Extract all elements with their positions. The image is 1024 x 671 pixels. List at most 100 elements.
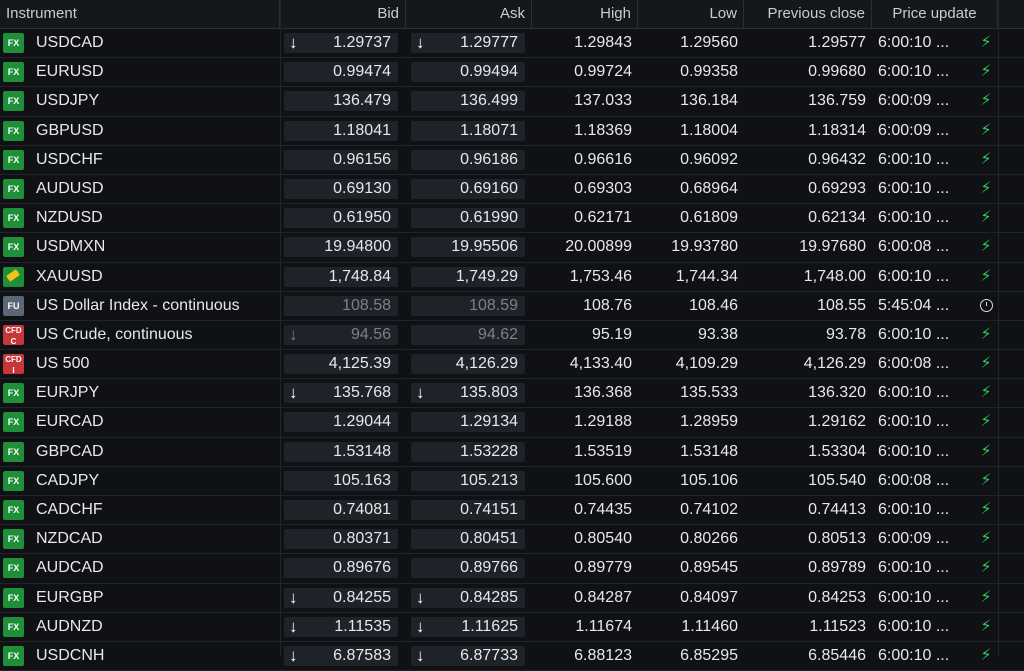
ask-cell[interactable]: 19.95506 (411, 233, 529, 261)
ask-cell[interactable]: 0.61990 (411, 204, 529, 232)
table-row[interactable]: FX USDCAD ↓ 1.29737 ↓ 1.29777 1.29843 1.295… (0, 29, 1024, 59)
table-row[interactable]: FX CADCHF 0.74081 0.74151 0.74435 0.74102… (0, 496, 1024, 526)
bid-cell[interactable]: 1.29044 (284, 408, 402, 436)
ask-cell[interactable]: ↓ 1.11625 (411, 613, 529, 641)
table-row[interactable]: FX NZDUSD 0.61950 0.61990 0.62171 0.61809… (0, 204, 1024, 234)
instrument-cell[interactable]: FX CADCHF (0, 496, 280, 524)
table-row[interactable]: FX AUDCAD 0.89676 0.89766 0.89779 0.89545… (0, 554, 1024, 584)
instrument-cell[interactable]: FX AUDUSD (0, 175, 280, 203)
ask-cell[interactable]: 1.53228 (411, 438, 529, 466)
bid-value: 0.80371 (333, 530, 391, 548)
bid-cell[interactable]: ↓ 94.56 (284, 321, 402, 349)
ask-cell[interactable]: 136.499 (411, 87, 529, 115)
ask-value: 135.803 (460, 384, 518, 402)
bid-cell[interactable]: 0.74081 (284, 496, 402, 524)
header-high[interactable]: High (532, 0, 638, 28)
table-row[interactable]: FX GBPUSD 1.18041 1.18071 1.18369 1.18004… (0, 117, 1024, 146)
high-value: 1.29843 (574, 34, 632, 51)
ask-cell[interactable]: 4,126.29 (411, 350, 529, 378)
instrument-cell[interactable]: FX GBPUSD (0, 117, 280, 145)
ask-value: 1,749.29 (455, 267, 518, 285)
table-row[interactable]: XAUUSD 1,748.84 1,749.29 1,753.46 1,744.… (0, 263, 1024, 292)
ask-cell[interactable]: 1.18071 (411, 117, 529, 145)
header-instrument[interactable]: Instrument (0, 0, 280, 28)
update-status: ⚡︎ (975, 204, 997, 232)
ask-cell[interactable]: ↓ 1.29777 (411, 29, 529, 57)
ask-cell[interactable]: 108.59 (411, 292, 529, 320)
bid-cell[interactable]: ↓ 1.29737 (284, 29, 402, 57)
bid-cell[interactable]: 0.99474 (284, 58, 402, 86)
ask-cell[interactable]: 0.96186 (411, 146, 529, 174)
instrument-cell[interactable]: CFD C US Crude, continuous (0, 321, 280, 349)
ask-cell[interactable]: ↓ 135.803 (411, 379, 529, 407)
table-row[interactable]: FX USDCNH ↓ 6.87583 ↓ 6.87733 6.88123 6.852… (0, 642, 1024, 671)
bid-cell[interactable]: 0.80371 (284, 525, 402, 553)
header-previous-close[interactable]: Previous close (744, 0, 872, 28)
instrument-cell[interactable]: FX USDMXN (0, 233, 280, 261)
instrument-cell[interactable]: FX EURCAD (0, 408, 280, 436)
bid-cell[interactable]: 4,125.39 (284, 350, 402, 378)
table-row[interactable]: FX CADJPY 105.163 105.213 105.600 105.106… (0, 467, 1024, 496)
bid-cell[interactable]: 0.89676 (284, 554, 402, 582)
ask-cell[interactable]: 1,749.29 (411, 263, 529, 291)
update-status: ⚡︎ (975, 525, 997, 553)
table-row[interactable]: FX EURGBP ↓ 0.84255 ↓ 0.84285 0.84287 0.840… (0, 584, 1024, 613)
table-row[interactable]: FX NZDCAD 0.80371 0.80451 0.80540 0.80266… (0, 525, 1024, 555)
ask-cell[interactable]: 0.74151 (411, 496, 529, 524)
ask-cell[interactable]: 105.213 (411, 467, 529, 495)
table-row[interactable]: FX EURUSD 0.99474 0.99494 0.99724 0.99358… (0, 58, 1024, 88)
instrument-cell[interactable]: FX EURUSD (0, 58, 280, 86)
instrument-cell[interactable]: CFD I US 500 (0, 350, 280, 378)
instrument-cell[interactable]: FX NZDUSD (0, 204, 280, 232)
header-ask[interactable]: Ask (406, 0, 532, 28)
instrument-cell[interactable]: FX CADJPY (0, 467, 280, 495)
bid-cell[interactable]: 0.69130 (284, 175, 402, 203)
down-arrow-icon: ↓ (416, 645, 425, 665)
bid-cell[interactable]: 136.479 (284, 87, 402, 115)
ask-cell[interactable]: ↓ 0.84285 (411, 584, 529, 612)
bid-cell[interactable]: 1,748.84 (284, 263, 402, 291)
bid-cell[interactable]: 0.61950 (284, 204, 402, 232)
bid-cell[interactable]: 1.18041 (284, 117, 402, 145)
instrument-cell[interactable]: FX NZDCAD (0, 525, 280, 553)
instrument-cell[interactable]: FX AUDNZD (0, 613, 280, 641)
table-row[interactable]: CFD C US Crude, continuous ↓ 94.56 94.62 95… (0, 321, 1024, 351)
header-bid[interactable]: Bid (280, 0, 406, 28)
table-row[interactable]: FU US Dollar Index - continuous 108.58 10… (0, 292, 1024, 321)
bid-cell[interactable]: ↓ 1.11535 (284, 613, 402, 641)
ask-cell[interactable]: 0.89766 (411, 554, 529, 582)
ask-cell[interactable]: 0.69160 (411, 175, 529, 203)
bid-cell[interactable]: 108.58 (284, 292, 402, 320)
header-price-update[interactable]: Price update (872, 0, 998, 28)
bid-cell[interactable]: ↓ 0.84255 (284, 584, 402, 612)
ask-cell[interactable]: 94.62 (411, 321, 529, 349)
header-low[interactable]: Low (638, 0, 744, 28)
table-row[interactable]: FX USDMXN 19.94800 19.95506 20.00899 19.9… (0, 233, 1024, 263)
bid-cell[interactable]: 19.94800 (284, 233, 402, 261)
table-row[interactable]: FX AUDNZD ↓ 1.11535 ↓ 1.11625 1.11674 1.114… (0, 613, 1024, 642)
previous-close-value: 0.69293 (808, 179, 866, 197)
table-row[interactable]: CFD I US 500 4,125.39 4,126.29 4,133.40 4,… (0, 350, 1024, 380)
ask-cell[interactable]: 0.99494 (411, 58, 529, 86)
instrument-cell[interactable]: XAUUSD (0, 263, 280, 291)
table-row[interactable]: FX EURJPY ↓ 135.768 ↓ 135.803 136.368 135.5… (0, 379, 1024, 409)
table-row[interactable]: FX AUDUSD 0.69130 0.69160 0.69303 0.68964… (0, 175, 1024, 205)
ask-cell[interactable]: 0.80451 (411, 525, 529, 553)
instrument-cell[interactable]: FX AUDCAD (0, 554, 280, 582)
bid-cell[interactable]: 1.53148 (284, 438, 402, 466)
table-row[interactable]: FX EURCAD 1.29044 1.29134 1.29188 1.28959… (0, 408, 1024, 438)
instrument-cell[interactable]: FX USDCHF (0, 146, 280, 174)
instrument-cell[interactable]: FX GBPCAD (0, 438, 280, 466)
bid-cell[interactable]: 0.96156 (284, 146, 402, 174)
bid-cell[interactable]: 105.163 (284, 467, 402, 495)
instrument-cell[interactable]: FX USDJPY (0, 87, 280, 115)
table-row[interactable]: FX USDCHF 0.96156 0.96186 0.96616 0.96092… (0, 146, 1024, 175)
instrument-cell[interactable]: FX USDCAD (0, 29, 280, 57)
table-row[interactable]: FX GBPCAD 1.53148 1.53228 1.53519 1.53148… (0, 438, 1024, 467)
instrument-cell[interactable]: FX EURGBP (0, 584, 280, 612)
bid-cell[interactable]: ↓ 135.768 (284, 379, 402, 407)
table-row[interactable]: FX USDJPY 136.479 136.499 137.033 136.184… (0, 87, 1024, 117)
instrument-cell[interactable]: FU US Dollar Index - continuous (0, 292, 280, 320)
ask-cell[interactable]: 1.29134 (411, 408, 529, 436)
instrument-cell[interactable]: FX EURJPY (0, 379, 280, 407)
